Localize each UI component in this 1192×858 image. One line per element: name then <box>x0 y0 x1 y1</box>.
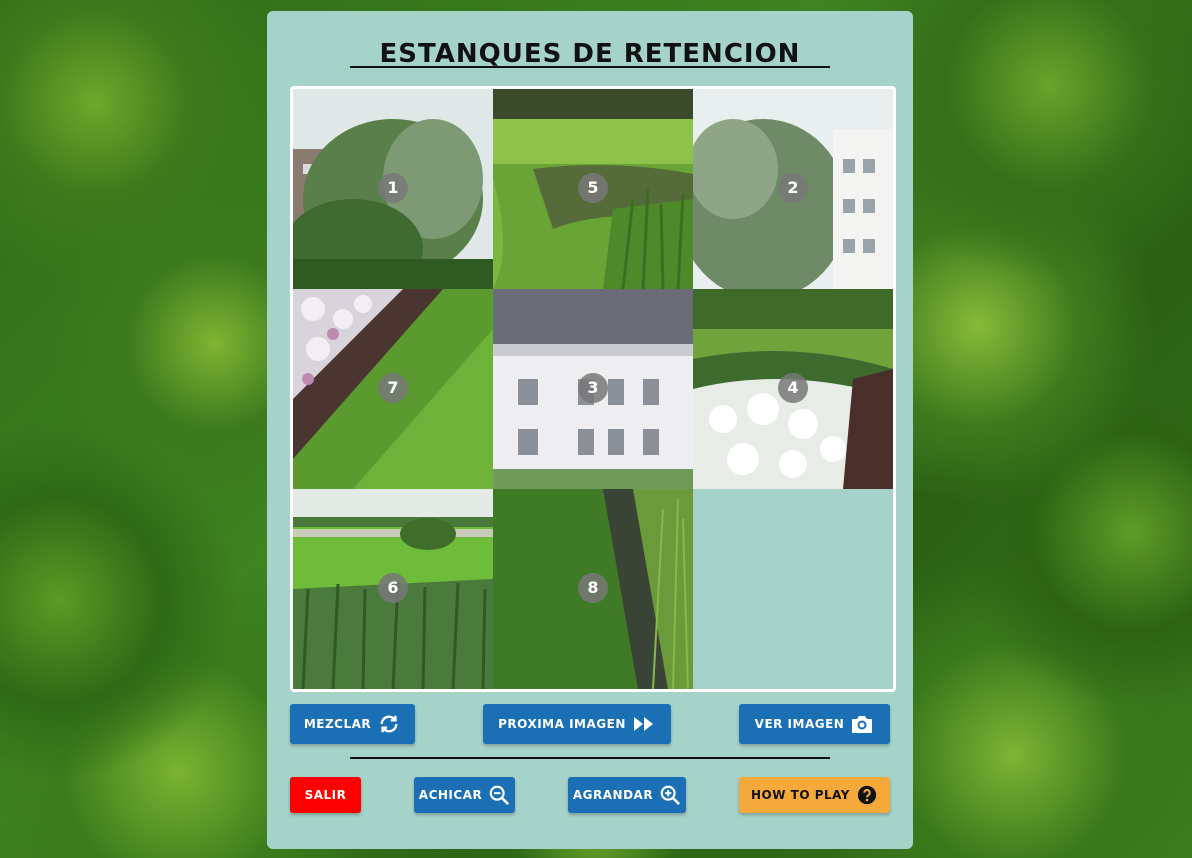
zoom-out-button[interactable]: ACHICAR <box>414 777 515 813</box>
puzzle-tile[interactable]: 5 <box>493 89 693 289</box>
shuffle-button[interactable]: MEZCLAR <box>290 704 415 744</box>
tile-number: 5 <box>578 173 608 203</box>
page-title: ESTANQUES DE RETENCION <box>379 39 801 69</box>
tile-number: 8 <box>578 573 608 603</box>
tile-number: 2 <box>778 173 808 203</box>
puzzle-tile[interactable]: 3 <box>493 289 693 489</box>
buttons-divider <box>350 757 830 759</box>
zoom-in-button[interactable]: AGRANDAR <box>568 777 686 813</box>
exit-label: SALIR <box>304 788 347 802</box>
tile-number: 1 <box>378 173 408 203</box>
next-image-button[interactable]: PROXIMA IMAGEN <box>483 704 671 744</box>
camera-icon <box>852 716 873 733</box>
puzzle-tile[interactable]: 4 <box>693 289 893 489</box>
shuffle-label: MEZCLAR <box>303 717 372 731</box>
tile-image <box>293 89 493 289</box>
question-circle-icon <box>857 785 877 805</box>
empty-slot[interactable] <box>693 489 893 689</box>
fast-forward-icon <box>633 717 653 731</box>
puzzle-tile[interactable]: 1 <box>293 89 493 289</box>
puzzle-board: 1 5 <box>290 86 896 692</box>
how-to-play-button[interactable]: HOW TO PLAY <box>739 777 890 813</box>
refresh-icon <box>380 715 398 733</box>
exit-button[interactable]: SALIR <box>290 777 361 813</box>
puzzle-tile[interactable]: 6 <box>293 489 493 689</box>
tile-number: 6 <box>378 573 408 603</box>
tile-image <box>693 89 893 289</box>
zoom-in-label: AGRANDAR <box>572 788 654 802</box>
tile-number: 3 <box>578 373 608 403</box>
view-image-button[interactable]: VER IMAGEN <box>739 704 890 744</box>
next-image-label: PROXIMA IMAGEN <box>498 717 626 731</box>
puzzle-tile[interactable]: 8 <box>493 489 693 689</box>
puzzle-tile[interactable]: 2 <box>693 89 893 289</box>
game-panel: ESTANQUES DE RETENCION 1 <box>267 11 913 849</box>
tile-image <box>493 489 693 689</box>
zoom-out-label: ACHICAR <box>418 788 483 802</box>
tile-number: 4 <box>778 373 808 403</box>
how-to-play-label: HOW TO PLAY <box>751 788 850 802</box>
zoom-in-icon <box>660 785 681 806</box>
puzzle-tile[interactable]: 7 <box>293 289 493 489</box>
title-divider <box>350 66 830 68</box>
tile-image <box>293 289 493 489</box>
view-image-label: VER IMAGEN <box>754 717 845 731</box>
zoom-out-icon <box>489 785 510 806</box>
tile-number: 7 <box>378 373 408 403</box>
